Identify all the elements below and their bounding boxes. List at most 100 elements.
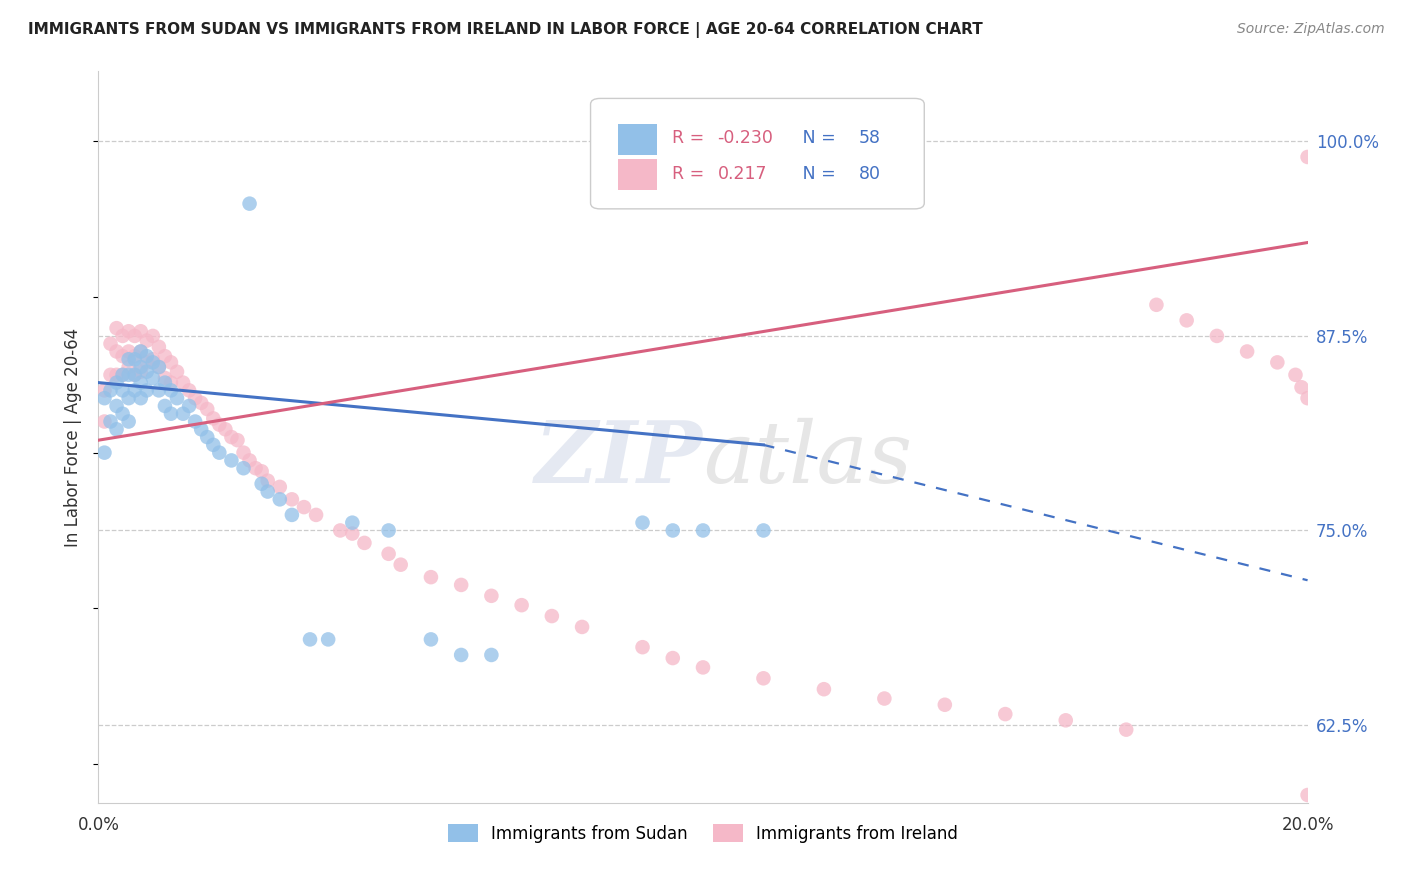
Point	[160, 407, 183, 421]
Point	[692, 524, 714, 538]
Point	[124, 368, 146, 382]
Point	[1236, 344, 1258, 359]
Text: atlas: atlas	[703, 417, 912, 500]
Point	[105, 376, 128, 390]
Point	[105, 422, 128, 436]
Point	[292, 500, 315, 515]
Point	[160, 376, 183, 390]
Point	[148, 340, 170, 354]
Point	[1291, 380, 1313, 394]
Point	[232, 461, 254, 475]
Point	[221, 453, 243, 467]
Point	[342, 526, 364, 541]
Text: ZIP: ZIP	[536, 417, 703, 500]
Point	[1175, 313, 1198, 327]
Point	[226, 433, 249, 447]
Point	[873, 691, 896, 706]
Point	[124, 329, 146, 343]
Point	[142, 329, 165, 343]
Point	[256, 474, 278, 488]
Point	[166, 391, 188, 405]
Point	[1296, 150, 1319, 164]
Point	[129, 391, 152, 405]
Point	[214, 422, 236, 436]
Point	[1296, 788, 1319, 802]
Point	[232, 445, 254, 459]
FancyBboxPatch shape	[619, 159, 657, 190]
Point	[135, 349, 157, 363]
Point	[661, 524, 683, 538]
Point	[172, 376, 194, 390]
Point	[661, 651, 683, 665]
Point	[105, 321, 128, 335]
Point	[540, 609, 562, 624]
Point	[135, 384, 157, 398]
Point	[692, 660, 714, 674]
Text: 58: 58	[859, 129, 882, 147]
Text: R =: R =	[672, 129, 709, 147]
Point	[148, 384, 170, 398]
Point	[420, 570, 443, 584]
Point	[118, 415, 141, 429]
Point	[148, 359, 170, 374]
Point	[93, 415, 115, 429]
Point	[100, 384, 122, 398]
Point	[250, 464, 273, 478]
Point	[450, 578, 472, 592]
Point	[124, 352, 146, 367]
Point	[281, 508, 304, 522]
Point	[160, 355, 183, 369]
Text: 0.217: 0.217	[717, 166, 768, 184]
Point	[208, 445, 231, 459]
Point	[111, 368, 134, 382]
Point	[190, 422, 212, 436]
Point	[316, 632, 339, 647]
Point	[160, 384, 183, 398]
Point	[111, 349, 134, 363]
Point	[1206, 329, 1229, 343]
Y-axis label: In Labor Force | Age 20-64: In Labor Force | Age 20-64	[65, 327, 83, 547]
Point	[481, 589, 503, 603]
Point	[100, 415, 122, 429]
Point	[111, 368, 134, 382]
Point	[813, 682, 835, 697]
Point	[190, 396, 212, 410]
Point	[752, 671, 775, 685]
Text: R =: R =	[672, 166, 714, 184]
Point	[377, 524, 399, 538]
Point	[111, 407, 134, 421]
Point	[202, 438, 225, 452]
Point	[118, 324, 141, 338]
Point	[142, 371, 165, 385]
Point	[118, 391, 141, 405]
Point	[239, 196, 262, 211]
Point	[1284, 368, 1306, 382]
Point	[100, 368, 122, 382]
Point	[752, 524, 775, 538]
Point	[631, 640, 654, 655]
Point	[153, 376, 176, 390]
Point	[195, 430, 218, 444]
Point	[105, 399, 128, 413]
Point	[118, 344, 141, 359]
Point	[208, 417, 231, 432]
Text: 80: 80	[859, 166, 882, 184]
Point	[135, 334, 157, 348]
Point	[153, 371, 176, 385]
Point	[118, 368, 141, 382]
Point	[994, 707, 1017, 722]
Text: IMMIGRANTS FROM SUDAN VS IMMIGRANTS FROM IRELAND IN LABOR FORCE | AGE 20-64 CORR: IMMIGRANTS FROM SUDAN VS IMMIGRANTS FROM…	[28, 22, 983, 38]
FancyBboxPatch shape	[591, 98, 924, 209]
Point	[142, 352, 165, 367]
Point	[129, 376, 152, 390]
Point	[420, 632, 443, 647]
Text: Source: ZipAtlas.com: Source: ZipAtlas.com	[1237, 22, 1385, 37]
Point	[124, 384, 146, 398]
Point	[179, 384, 201, 398]
Point	[329, 524, 352, 538]
Point	[166, 365, 188, 379]
Point	[305, 508, 328, 522]
Point	[377, 547, 399, 561]
Point	[105, 344, 128, 359]
Point	[100, 336, 122, 351]
